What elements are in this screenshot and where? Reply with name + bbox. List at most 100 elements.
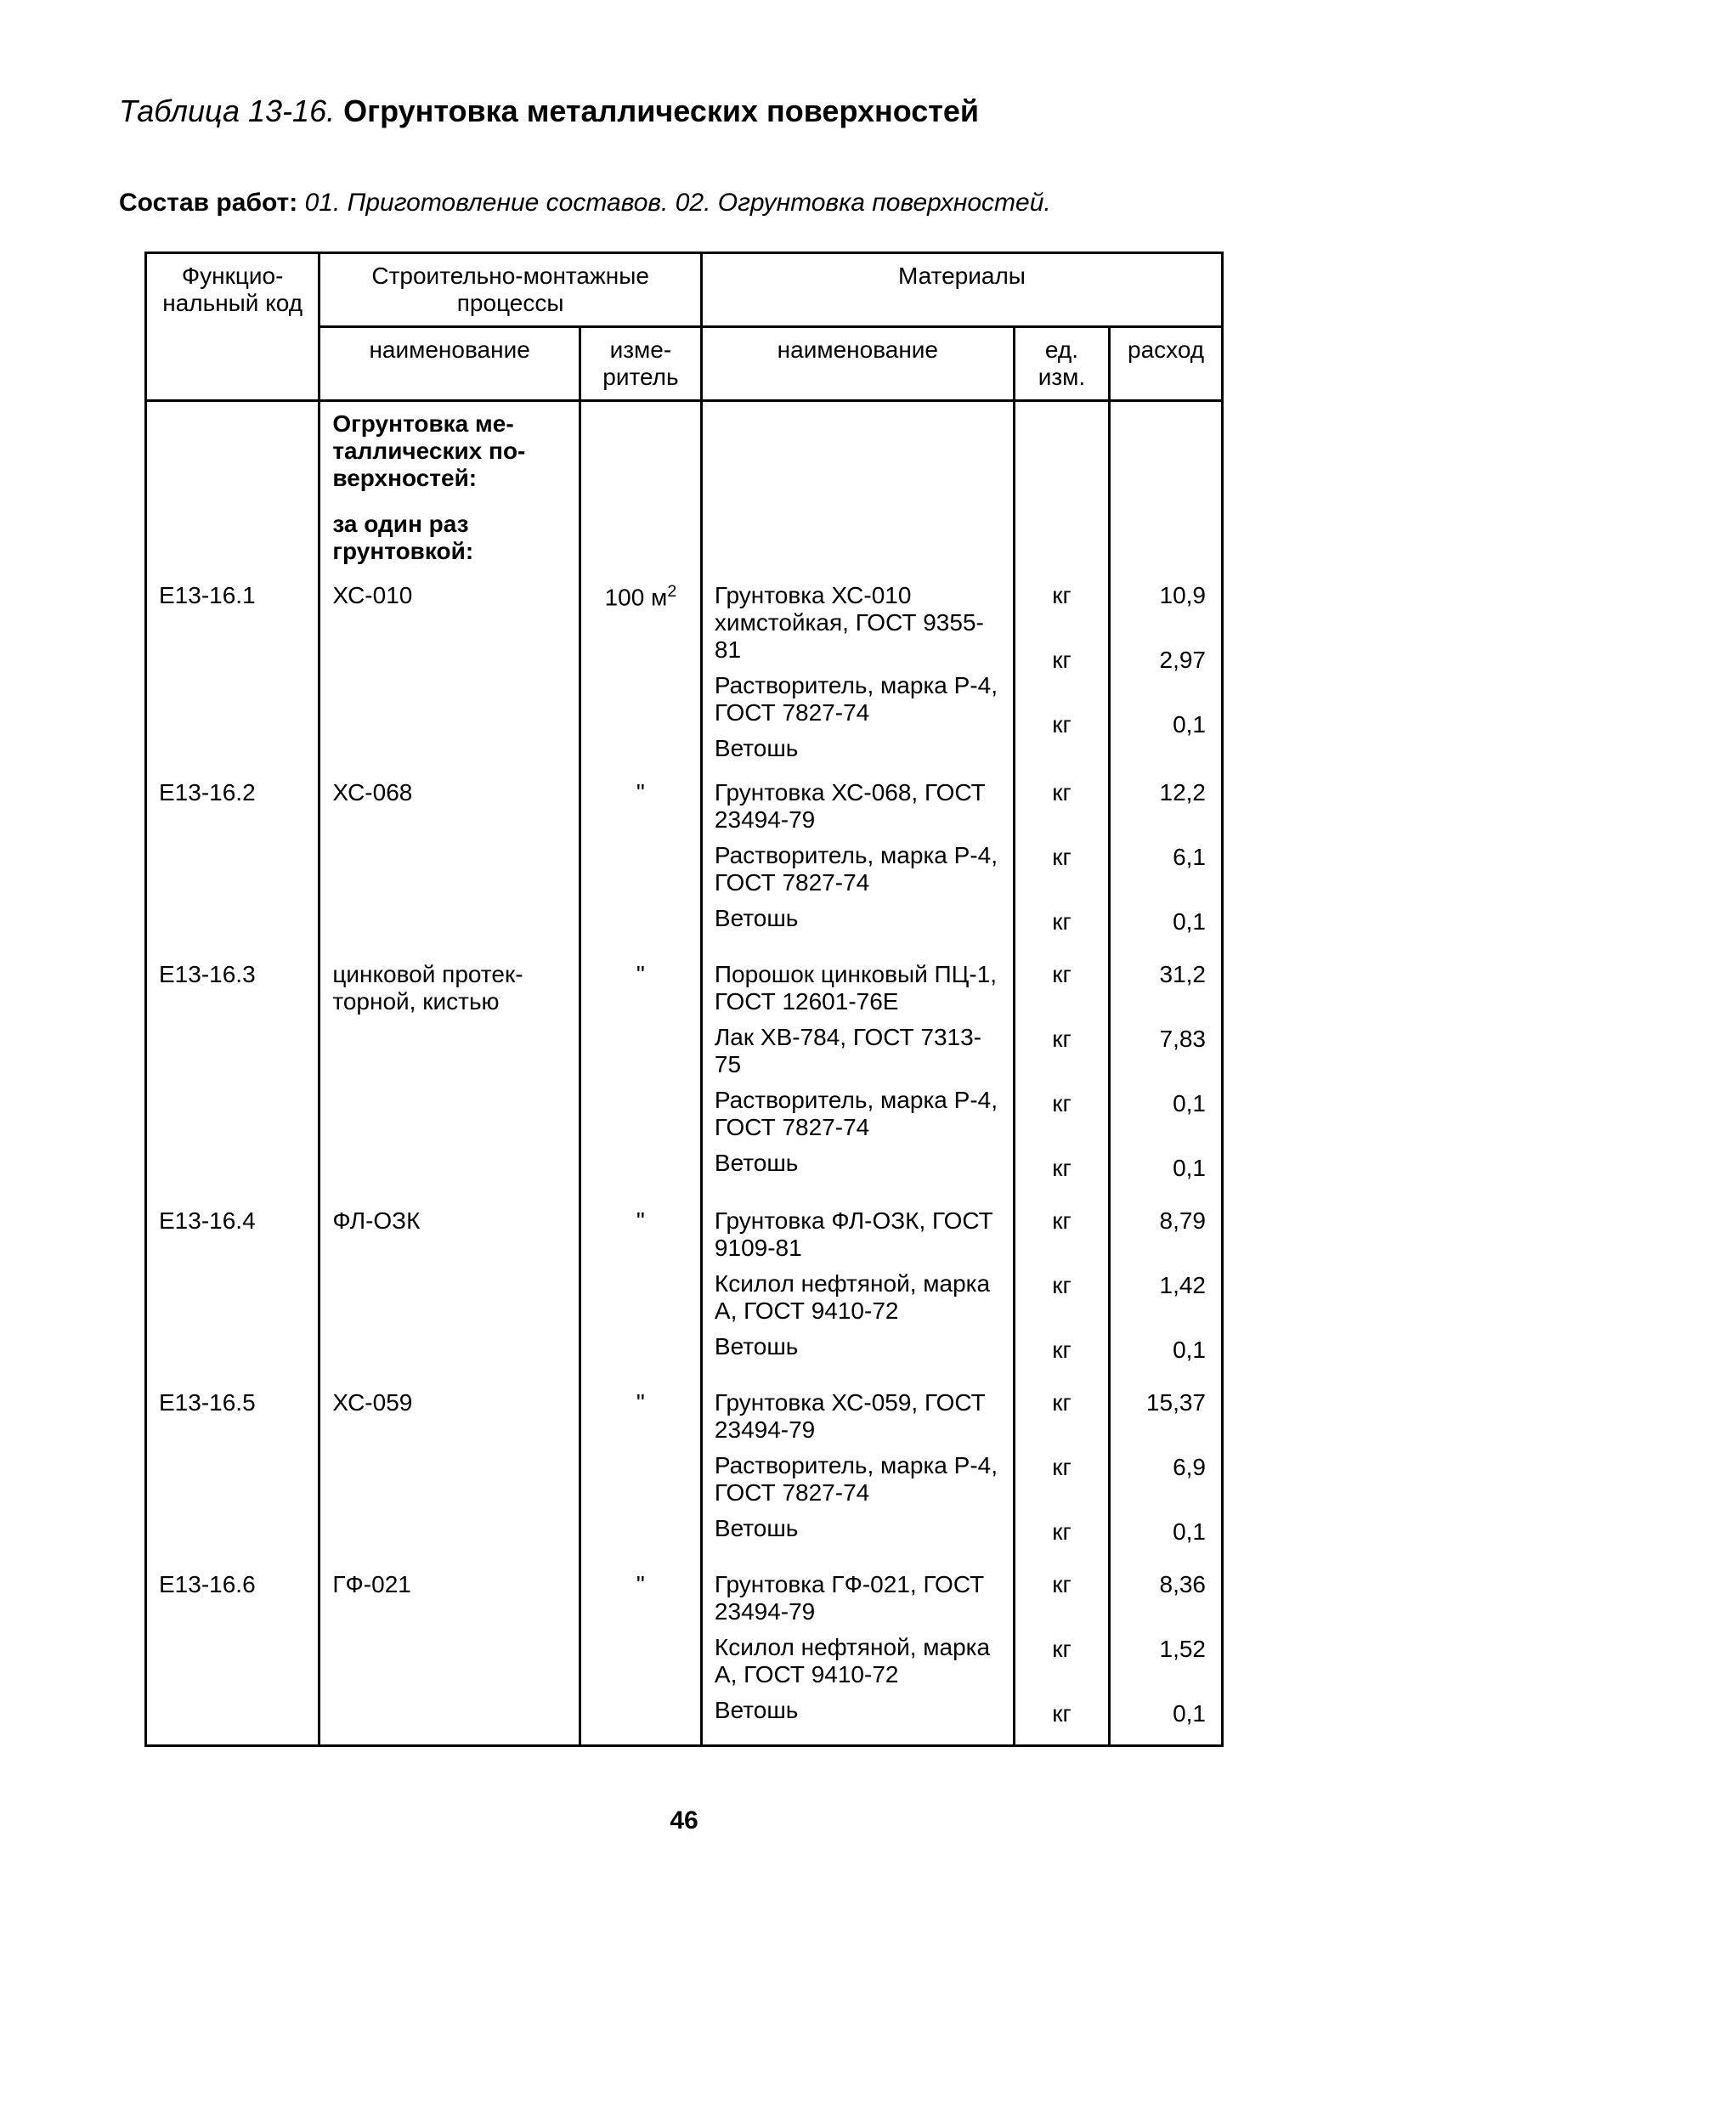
material-rate: 0,1 <box>1122 908 1206 944</box>
material-rate: 10,9 <box>1122 582 1206 647</box>
page-number: 46 <box>144 1806 1224 1835</box>
material-name: Грунтовка ХС-059, ГОСТ 23494-79 <box>715 1389 1001 1444</box>
cell-process-name: цинковой протек­торной, кистью <box>319 953 580 1199</box>
material-unit: кг <box>1022 1454 1101 1518</box>
cell-process-unit: " <box>580 1199 701 1381</box>
table-title: Таблица 13-16. Огрунтовка металлических … <box>119 93 1617 129</box>
cell-code: Е13-16.1 <box>146 574 319 771</box>
cell-empty <box>1014 401 1109 574</box>
cell-material-names: Грунтовка ХС-059, ГОСТ 23494-79 Растворит… <box>701 1381 1014 1563</box>
material-unit: кг <box>1022 582 1101 647</box>
material-rate: 8,79 <box>1122 1207 1206 1272</box>
table-row: Е13-16.3цинковой протек­торной, кистью"П… <box>146 953 1223 1199</box>
title-main: Огрунтовка металлических поверхностей <box>343 93 979 128</box>
material-unit: кг <box>1022 1518 1101 1554</box>
material-name: Грунтовка ГФ-021, ГОСТ 23494-79 <box>715 1571 1001 1625</box>
material-unit: кг <box>1022 1389 1101 1454</box>
material-rate: 12,2 <box>1122 779 1206 844</box>
cell-process-unit: " <box>580 953 701 1199</box>
material-rate: 1,42 <box>1122 1272 1206 1337</box>
th-process-unit: изме­ритель <box>580 327 701 401</box>
table-body: Огрунтовка ме­таллических по­верхностей:… <box>146 401 1223 1746</box>
th-mat-unit: ед. изм. <box>1014 327 1109 401</box>
cell-material-names: Грунтовка ГФ-021, ГОСТ 23494-79 Ксилол не… <box>701 1563 1014 1746</box>
cell-material-rates: 31,27,830,10,1 <box>1110 953 1223 1199</box>
cell-empty <box>580 401 701 574</box>
material-name: Ветошь <box>715 1150 1001 1177</box>
material-name: Лак ХВ-784, ГОСТ 7313-75 <box>715 1024 1001 1078</box>
section-header-row: Огрунтовка ме­таллических по­верхностей:… <box>146 401 1223 574</box>
cell-material-units: кгкгкг <box>1014 1563 1109 1746</box>
table-row: Е13-16.5ХС-059"Грунтовка ХС-059, ГОСТ 23… <box>146 1381 1223 1563</box>
material-name: Ксилол нефтяной, марка А, ГОСТ 9410-72 <box>715 1634 1001 1688</box>
cell-code: Е13-16.4 <box>146 1199 319 1381</box>
sostav-label: Состав работ: <box>119 189 297 217</box>
table-row: Е13-16.4ФЛ-ОЗК"Грунтовка ФЛ-ОЗК, ГОСТ 91… <box>146 1199 1223 1381</box>
cell-process-unit: " <box>580 1563 701 1746</box>
material-name: Ветошь <box>715 905 1001 932</box>
section-header-cell: Огрунтовка ме­таллических по­верхностей:… <box>319 401 580 574</box>
cell-material-units: кгкгкг <box>1014 1199 1109 1381</box>
material-rate: 6,9 <box>1122 1454 1206 1518</box>
material-name: Растворитель, марка Р-4, ГОСТ 7827-74 <box>715 672 1001 726</box>
section-header-1: Огрунтовка ме­таллических по­верхностей: <box>332 410 567 492</box>
cell-empty <box>146 401 319 574</box>
cell-material-units: кгкгкг <box>1014 574 1109 771</box>
material-unit: кг <box>1022 1337 1101 1372</box>
material-unit: кг <box>1022 1636 1101 1700</box>
material-name: Ветошь <box>715 1333 1001 1360</box>
th-process-name: наименование <box>319 327 580 401</box>
cell-process-name: ХС-010 <box>319 574 580 771</box>
cell-process-name: ХС-059 <box>319 1381 580 1563</box>
material-rate: 0,1 <box>1122 1155 1206 1190</box>
cell-material-rates: 10,92,970,1 <box>1110 574 1223 771</box>
title-prefix: Таблица 13-16. <box>119 93 335 128</box>
work-composition: Состав работ: 01. Приготовление составов… <box>119 189 1617 218</box>
cell-material-units: кгкгкг <box>1014 771 1109 953</box>
cell-material-units: кгкгкгкг <box>1014 953 1109 1199</box>
material-unit: кг <box>1022 779 1101 844</box>
cell-code: Е13-16.6 <box>146 1563 319 1746</box>
material-unit: кг <box>1022 1571 1101 1636</box>
material-name: Порошок цинковый ПЦ-1, ГОСТ 12601-76Е <box>715 961 1001 1015</box>
cell-material-names: Грунтовка ФЛ-ОЗК, ГОСТ 9109-81Ксилол неф… <box>701 1199 1014 1381</box>
cell-material-rates: 12,26,10,1 <box>1110 771 1223 953</box>
cell-process-name: ГФ-021 <box>319 1563 580 1746</box>
material-unit: кг <box>1022 961 1101 1026</box>
cell-material-units: кгкгкг <box>1014 1381 1109 1563</box>
material-rate: 8,36 <box>1122 1571 1206 1636</box>
cell-process-unit: " <box>580 1381 701 1563</box>
material-rate: 0,1 <box>1122 711 1206 747</box>
material-unit: кг <box>1022 647 1101 711</box>
cell-process-name: ХС-068 <box>319 771 580 953</box>
material-name: Ветошь <box>715 735 1001 762</box>
material-rate: 0,1 <box>1122 1518 1206 1554</box>
material-name: Растворитель, марка Р-4, ГОСТ 7827-74 <box>715 1087 1001 1141</box>
cell-empty <box>1110 401 1223 574</box>
material-name: Растворитель, марка Р-4, ГОСТ 7827-74 <box>715 1452 1001 1507</box>
material-rate: 2,97 <box>1122 647 1206 711</box>
material-name: Ветошь <box>715 1697 1001 1724</box>
material-rate: 15,37 <box>1122 1389 1206 1454</box>
cell-empty <box>701 401 1014 574</box>
material-name: Ксилол нефтяной, марка А, ГОСТ 9410-72 <box>715 1270 1001 1325</box>
material-unit: кг <box>1022 1155 1101 1190</box>
material-rate: 31,2 <box>1122 961 1206 1026</box>
material-rate: 0,1 <box>1122 1337 1206 1372</box>
material-unit: кг <box>1022 908 1101 944</box>
cell-code: Е13-16.5 <box>146 1381 319 1563</box>
section-header-2: за один раз грунтовкой: <box>332 511 567 565</box>
table-row: Е13-16.6ГФ-021"Грунтовка ГФ-021, ГОСТ 23… <box>146 1563 1223 1746</box>
material-unit: кг <box>1022 1090 1101 1155</box>
material-rate: 6,1 <box>1122 844 1206 908</box>
table-row: Е13-16.2ХС-068"Грунтовка ХС-068, ГОСТ 23… <box>146 771 1223 953</box>
cell-material-names: Грунтовка ХС-068, ГОСТ 23494-79Растворит… <box>701 771 1014 953</box>
material-unit: кг <box>1022 1272 1101 1337</box>
table-row: Е13-16.1ХС-010100 м2Грунтовка ХС-010 хим… <box>146 574 1223 771</box>
material-rate: 0,1 <box>1122 1700 1206 1736</box>
material-unit: кг <box>1022 711 1101 747</box>
cell-code: Е13-16.2 <box>146 771 319 953</box>
th-materials-group: Материалы <box>701 253 1222 327</box>
main-table: Функцио­нальный код Строительно-монтажны… <box>144 252 1224 1747</box>
cell-material-names: Порошок цинковый ПЦ-1, ГОСТ 12601-76Е Лак… <box>701 953 1014 1199</box>
